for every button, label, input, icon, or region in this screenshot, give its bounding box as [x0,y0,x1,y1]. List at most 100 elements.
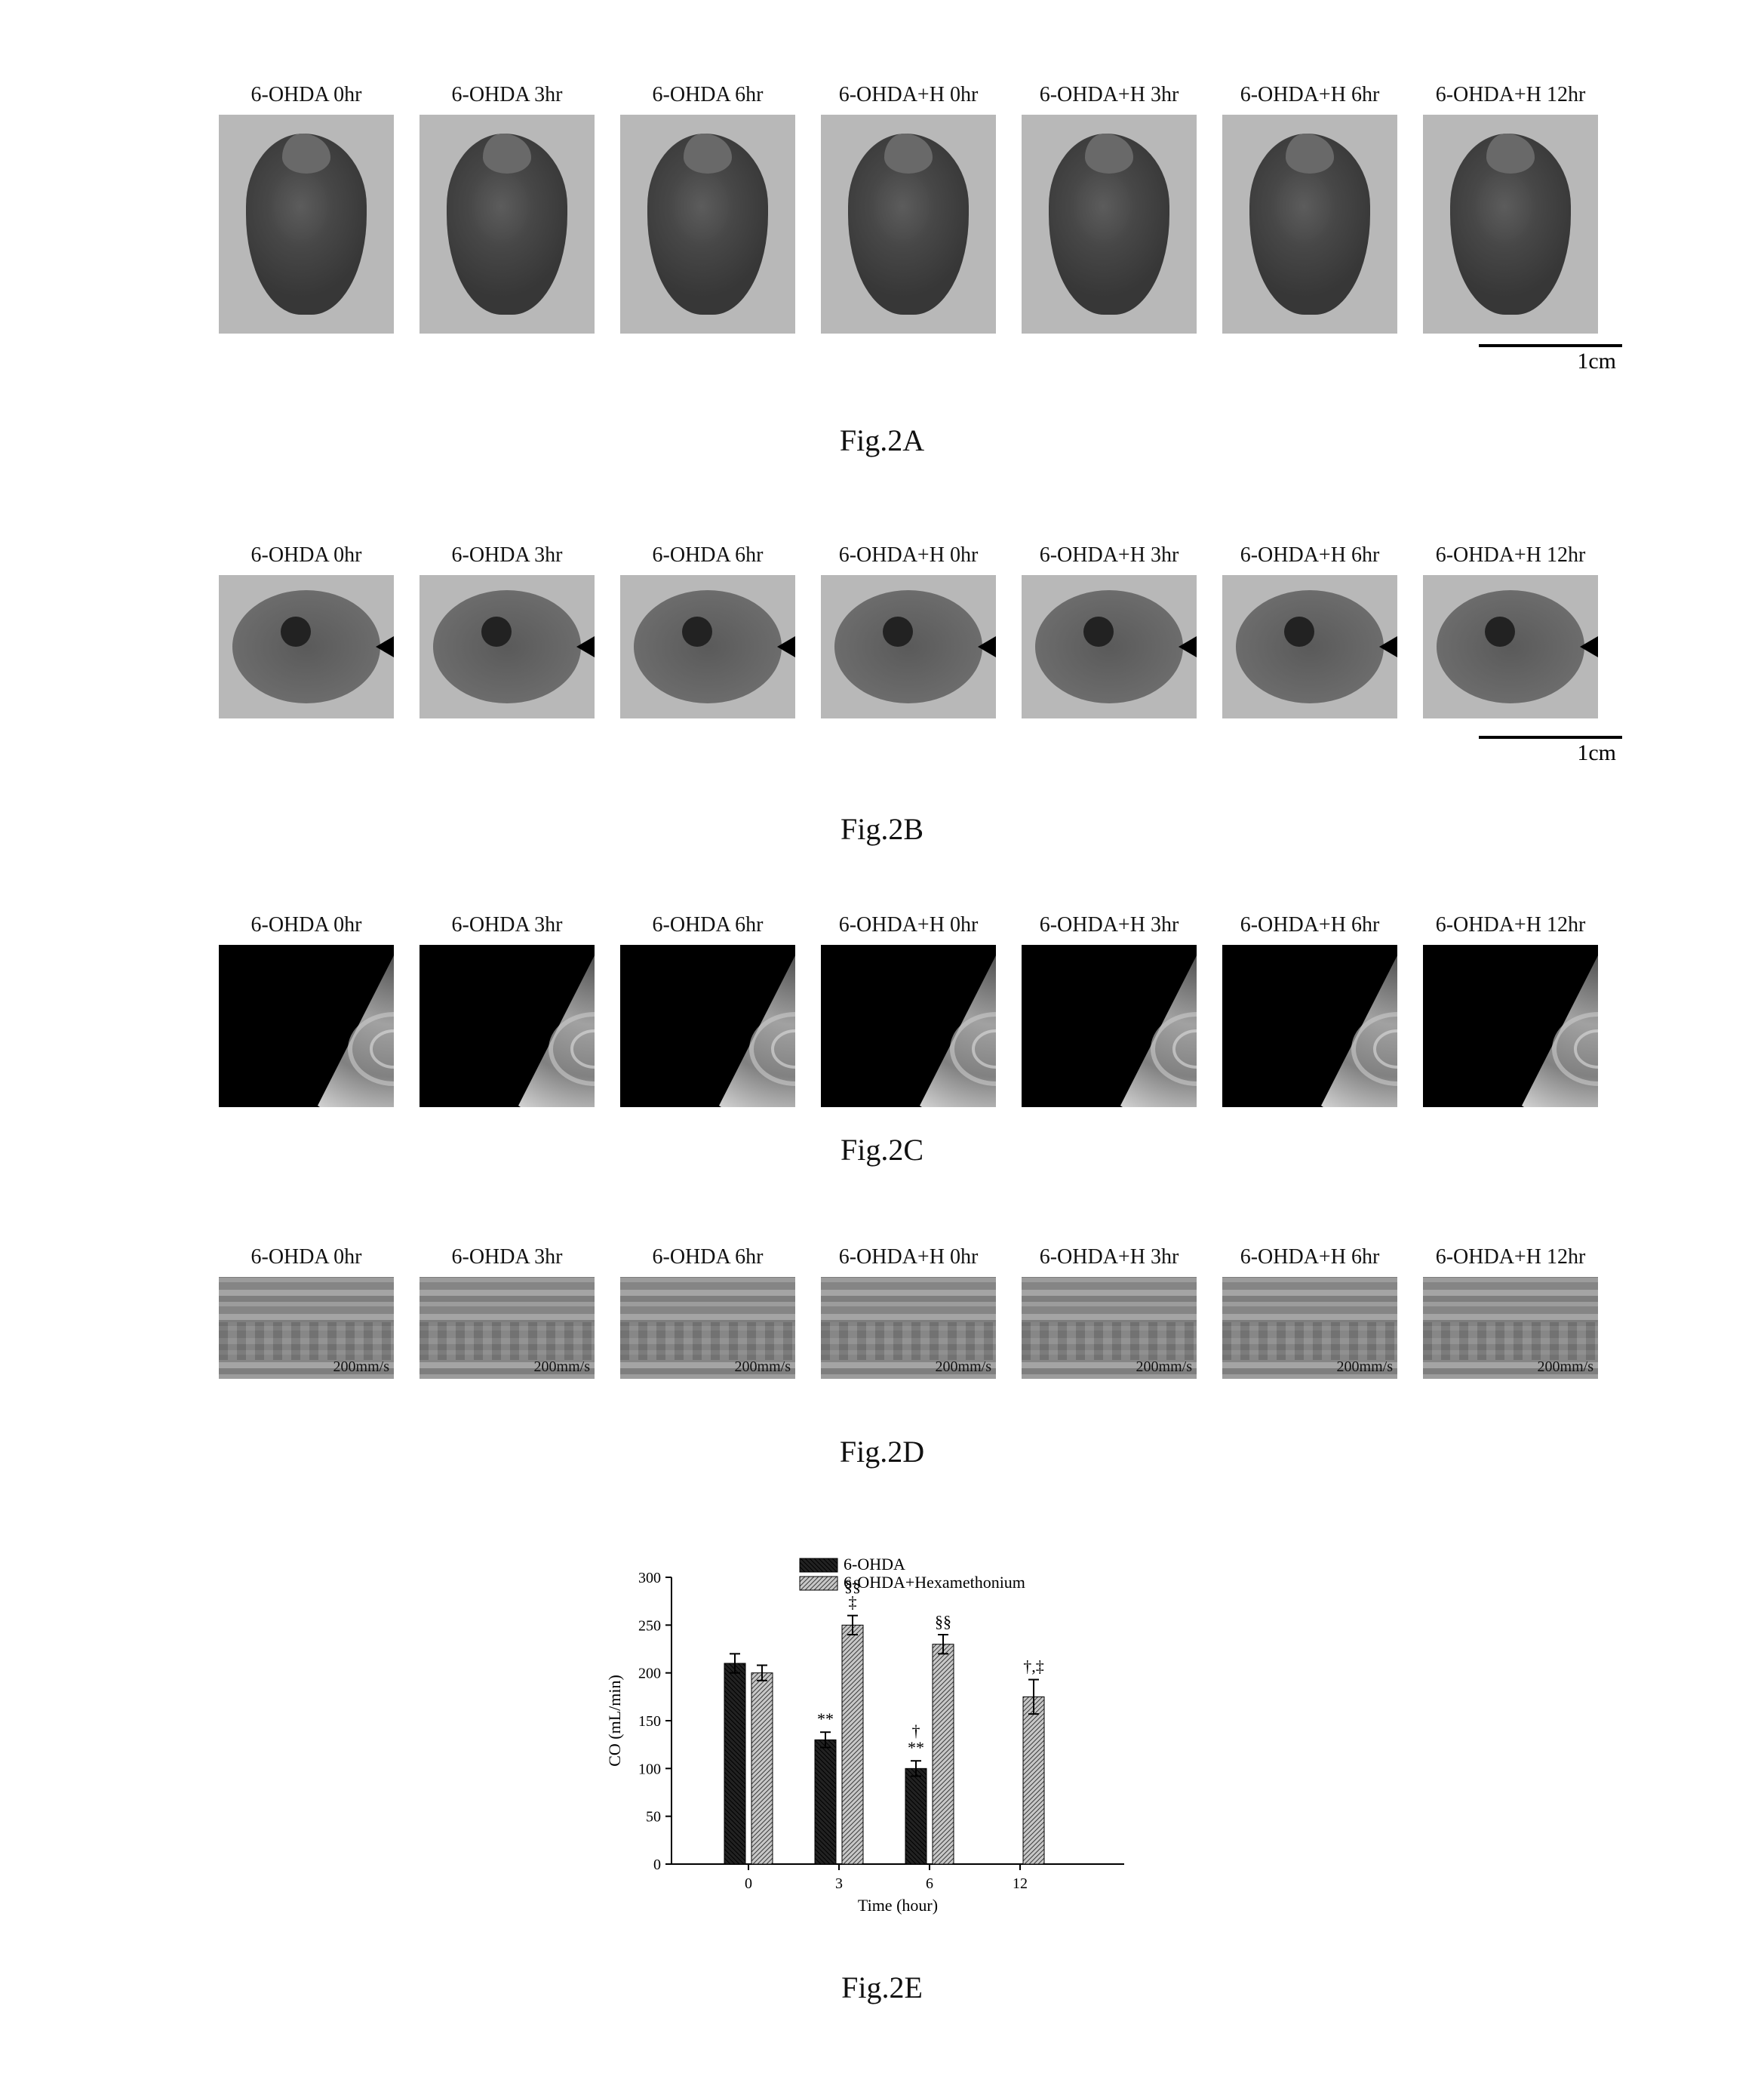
slice-lumen [1284,617,1314,647]
heart-slice-image [821,575,996,718]
slice-lumen [281,617,311,647]
heart-image [419,115,595,334]
fig2b-row: 6-OHDA 0hr6-OHDA 3hr6-OHDA 6hr6-OHDA+H 0… [219,543,1598,718]
echo-image [821,945,996,1107]
caption-fig2d: Fig.2D [840,1434,924,1469]
panel-label: 6-OHDA 3hr [452,543,563,568]
mmode-wave [419,1322,595,1360]
scalebar-a: 1cm [1479,344,1622,374]
arrowhead-icon [1580,636,1598,657]
svg-text:6-OHDA: 6-OHDA [844,1555,905,1574]
slice-lumen [1485,617,1515,647]
mmode-scale-label: 200mm/s [1136,1358,1192,1376]
caption-fig2b: Fig.2B [841,811,923,847]
panel-label: 6-OHDA+H 0hr [839,1245,979,1269]
echo-image [219,945,394,1107]
echo-image [1423,945,1598,1107]
slice-lumen [883,617,913,647]
scalebar-line [1479,736,1622,739]
mmode-wave [219,1322,394,1360]
fig2a-row: 6-OHDA 0hr 6-OHDA 3hr 6-OHDA 6hr 6-OHDA+H 0… [219,83,1598,334]
caption-fig2e: Fig.2E [841,1970,923,2005]
panel-label: 6-OHDA 3hr [452,1245,563,1269]
panel-label: 6-OHDA+H 0hr [839,913,979,937]
panel-cell: 6-OHDA+H 6hr200mm/s [1222,1245,1397,1379]
slice-shape [834,590,982,703]
panel-label: 6-OHDA+H 0hr [839,83,979,107]
mmode-image: 200mm/s [419,1277,595,1379]
panel-cell: 6-OHDA 6hr [620,83,795,334]
slice-lumen [682,617,712,647]
heart-image [821,115,996,334]
panel-cell: 6-OHDA+H 12hr [1423,913,1598,1107]
svg-text:50: 50 [646,1809,661,1826]
panel-label: 6-OHDA+H 12hr [1436,83,1586,107]
panel-cell: 6-OHDA 3hr [419,83,595,334]
slice-shape [634,590,782,703]
scalebar-b: 1cm [1479,736,1622,766]
mmode-scale-label: 200mm/s [735,1358,791,1376]
heart-image [219,115,394,334]
panel-label: 6-OHDA 3hr [452,913,563,937]
heart-shape [246,134,367,315]
panel-label: 6-OHDA+H 12hr [1436,543,1586,568]
mmode-scale-label: 200mm/s [936,1358,991,1376]
mmode-image: 200mm/s [1022,1277,1197,1379]
panel-cell: 6-OHDA+H 3hr [1022,913,1197,1107]
panel-label: 6-OHDA+H 6hr [1240,83,1380,107]
slice-shape [1035,590,1183,703]
mmode-scale-label: 200mm/s [1337,1358,1393,1376]
svg-text:200: 200 [638,1666,661,1682]
panel-label: 6-OHDA+H 12hr [1436,1245,1586,1269]
svg-text:0: 0 [745,1875,752,1892]
svg-text:§§: §§ [935,1612,951,1631]
heart-slice-image [620,575,795,718]
svg-text:0: 0 [653,1857,661,1873]
svg-text:3: 3 [835,1875,843,1892]
mmode-wave [821,1322,996,1360]
arrowhead-icon [978,636,996,657]
panel-cell: 6-OHDA+H 6hr [1222,83,1397,334]
arrowhead-icon [777,636,795,657]
heart-image [1022,115,1197,334]
heart-slice-image [419,575,595,718]
panel-label: 6-OHDA 0hr [251,83,362,107]
panel-cell: 6-OHDA 6hr 200mm/s [620,1245,795,1379]
panel-label: 6-OHDA+H 0hr [839,543,979,568]
arrowhead-icon [1179,636,1197,657]
panel-label: 6-OHDA 0hr [251,1245,362,1269]
echo-image [1022,945,1197,1107]
panel-label: 6-OHDA+H 6hr [1240,543,1380,568]
panel-label: 6-OHDA+H 3hr [1040,913,1179,937]
scalebar-label: 1cm [1479,349,1622,374]
panel-cell: 6-OHDA+H 0hr [821,913,996,1107]
arrowhead-icon [576,636,595,657]
scalebar-line [1479,344,1622,347]
svg-text:250: 250 [638,1617,661,1634]
svg-text:**: ** [908,1738,924,1757]
svg-text:12: 12 [1013,1875,1028,1892]
svg-text:Time (hour): Time (hour) [858,1896,938,1915]
panel-label: 6-OHDA 6hr [653,83,764,107]
panel-label: 6-OHDA 6hr [653,913,764,937]
mmode-scale-label: 200mm/s [333,1358,389,1376]
heart-image [1423,115,1598,334]
heart-slice-image [1022,575,1197,718]
mmode-wave [1222,1322,1397,1360]
svg-text:100: 100 [638,1761,661,1777]
panel-label: 6-OHDA+H 3hr [1040,543,1179,568]
panel-label: 6-OHDA+H 3hr [1040,83,1179,107]
panel-cell: 6-OHDA+H 3hr [1022,83,1197,334]
panel-cell: 6-OHDA 6hr [620,913,795,1107]
mmode-scale-label: 200mm/s [1538,1358,1593,1376]
svg-text:6-OHDA+Hexamethonium: 6-OHDA+Hexamethonium [844,1573,1025,1592]
panel-cell: 6-OHDA 3hr 200mm/s [419,1245,595,1379]
slice-shape [1236,590,1384,703]
mmode-image: 200mm/s [821,1277,996,1379]
mmode-wave [1022,1322,1197,1360]
panel-label: 6-OHDA 6hr [653,1245,764,1269]
panel-cell: 6-OHDA+H 12hr [1423,83,1598,334]
svg-text:6: 6 [926,1875,933,1892]
slice-shape [1437,590,1584,703]
svg-text:‡: ‡ [849,1593,857,1612]
